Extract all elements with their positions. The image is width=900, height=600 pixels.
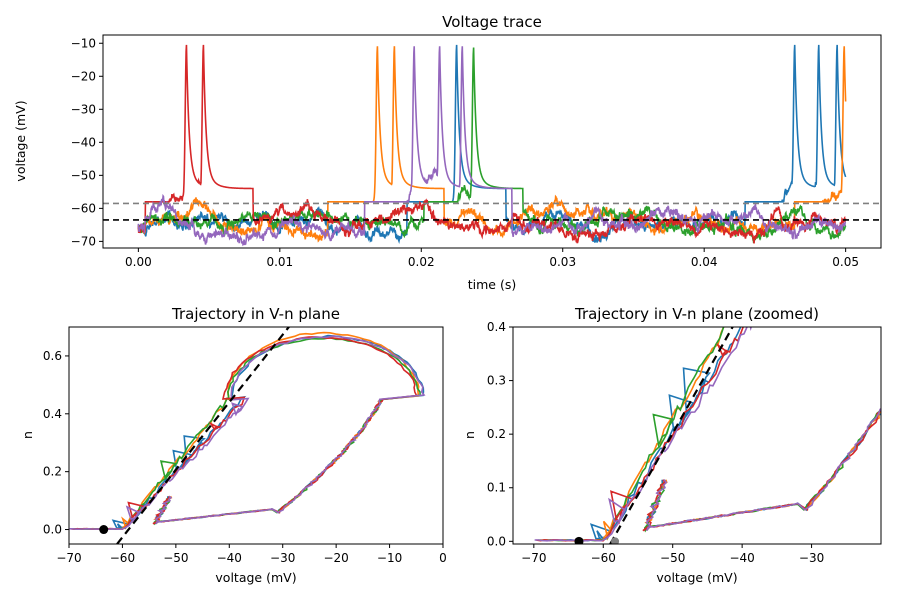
x-tick-label: 0 xyxy=(439,551,447,565)
y-tick-label: −70 xyxy=(71,234,96,248)
y-ticks: −70 −60 −50 −40 −30 −20 −10 xyxy=(71,36,103,248)
x-axis-label: voltage (mV) xyxy=(656,570,737,585)
x-tick-label: 0.02 xyxy=(408,255,435,269)
threshold-diagonal-line xyxy=(609,327,734,544)
threshold-point-marker xyxy=(611,537,620,544)
panel-title: Trajectory in V-n plane xyxy=(171,305,340,323)
vn-trajectory-line xyxy=(534,327,881,542)
y-tick-label: 0.0 xyxy=(43,523,62,537)
x-tick-label: −40 xyxy=(729,551,754,565)
panel-title: Voltage trace xyxy=(442,13,542,31)
axes-frame xyxy=(68,326,444,545)
y-axis-label: n xyxy=(462,431,477,439)
plot-area xyxy=(103,44,881,247)
x-tick-label: −40 xyxy=(217,551,242,565)
y-tick-label: 0.3 xyxy=(487,374,506,388)
vn-plane-zoomed-panel: Trajectory in V-n plane (zoomed) −70 −60−… xyxy=(462,305,882,585)
x-tick-label: −60 xyxy=(591,551,616,565)
y-tick-label: −50 xyxy=(71,168,96,182)
vn-trajectory-line xyxy=(69,335,426,531)
x-ticks: 0.00 0.01 0.02 0.03 0.04 0.05 xyxy=(125,248,859,269)
x-tick-label: 0.05 xyxy=(832,255,859,269)
voltage-trace-panel: Voltage trace 0.00 0.01 0.02 0.03 0.04 0.05 −… xyxy=(13,13,882,292)
voltage-series-line xyxy=(137,46,847,247)
fixed-point-marker xyxy=(574,536,584,544)
y-tick-label: −60 xyxy=(71,201,96,215)
x-axis-label: time (s) xyxy=(468,277,516,292)
y-tick-label: 0.4 xyxy=(487,320,506,334)
y-tick-label: 0.4 xyxy=(43,407,62,421)
y-tick-label: 0.6 xyxy=(43,349,62,363)
x-tick-label: 0.01 xyxy=(266,255,293,269)
plot-area xyxy=(534,327,881,544)
x-ticks: −70 −60 −50 −40 −30 −20 −10 0 xyxy=(56,544,447,565)
voltage-series-line xyxy=(137,44,847,244)
y-tick-label: 0.0 xyxy=(487,534,506,548)
y-tick-label: 0.2 xyxy=(487,427,506,441)
x-tick-label: −10 xyxy=(377,551,402,565)
y-tick-label: −20 xyxy=(71,69,96,83)
x-ticks: −70 −60 −50 −40 −30 xyxy=(521,544,824,565)
y-tick-label: −30 xyxy=(71,102,96,116)
x-tick-label: −50 xyxy=(163,551,188,565)
panel-title: Trajectory in V-n plane (zoomed) xyxy=(574,305,819,323)
vn-plane-panel: Trajectory in V-n plane −70 −60 −50 −40 −30−… xyxy=(20,305,447,585)
x-tick-label: 0.04 xyxy=(691,255,718,269)
y-axis-label: voltage (mV) xyxy=(13,100,28,181)
axes-frame xyxy=(512,326,882,545)
y-tick-label: −40 xyxy=(71,135,96,149)
x-tick-label: 0.03 xyxy=(549,255,576,269)
x-tick-label: −30 xyxy=(799,551,824,565)
threshold-diagonal-line xyxy=(116,327,291,544)
axes-frame xyxy=(102,34,882,249)
plot-area xyxy=(69,327,426,544)
y-tick-label: 0.1 xyxy=(487,481,506,495)
x-axis-label: voltage (mV) xyxy=(215,570,296,585)
x-tick-label: −50 xyxy=(660,551,685,565)
fixed-point-marker xyxy=(99,525,109,535)
x-tick-label: −30 xyxy=(270,551,295,565)
y-tick-label: −10 xyxy=(71,36,96,50)
x-tick-label: −70 xyxy=(56,551,81,565)
x-tick-label: −60 xyxy=(110,551,135,565)
y-axis-label: n xyxy=(20,431,35,439)
y-ticks: 0.0 0.1 0.2 0.3 0.4 xyxy=(487,320,513,548)
y-tick-label: 0.2 xyxy=(43,465,62,479)
x-tick-label: −20 xyxy=(323,551,348,565)
y-ticks: 0.0 0.2 0.4 0.6 xyxy=(43,349,69,537)
x-tick-label: 0.00 xyxy=(125,255,152,269)
x-tick-label: −70 xyxy=(521,551,546,565)
